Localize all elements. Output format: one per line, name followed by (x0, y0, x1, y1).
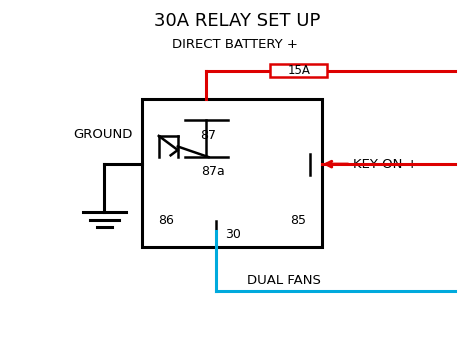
Text: 15A: 15A (287, 64, 310, 77)
Bar (270, 64, 327, 77)
Bar (142, 99, 322, 247)
Text: 87a: 87a (201, 165, 225, 178)
Text: 30: 30 (225, 228, 241, 241)
Text: 30A RELAY SET UP: 30A RELAY SET UP (154, 12, 320, 30)
Text: DUAL FANS: DUAL FANS (247, 274, 321, 287)
Text: 87: 87 (201, 130, 217, 142)
Text: GROUND: GROUND (73, 128, 133, 140)
Text: 85: 85 (291, 214, 307, 227)
Text: KEY ON +: KEY ON + (353, 158, 418, 170)
Text: DIRECT BATTERY +: DIRECT BATTERY + (172, 38, 298, 50)
Text: 86: 86 (158, 214, 174, 227)
